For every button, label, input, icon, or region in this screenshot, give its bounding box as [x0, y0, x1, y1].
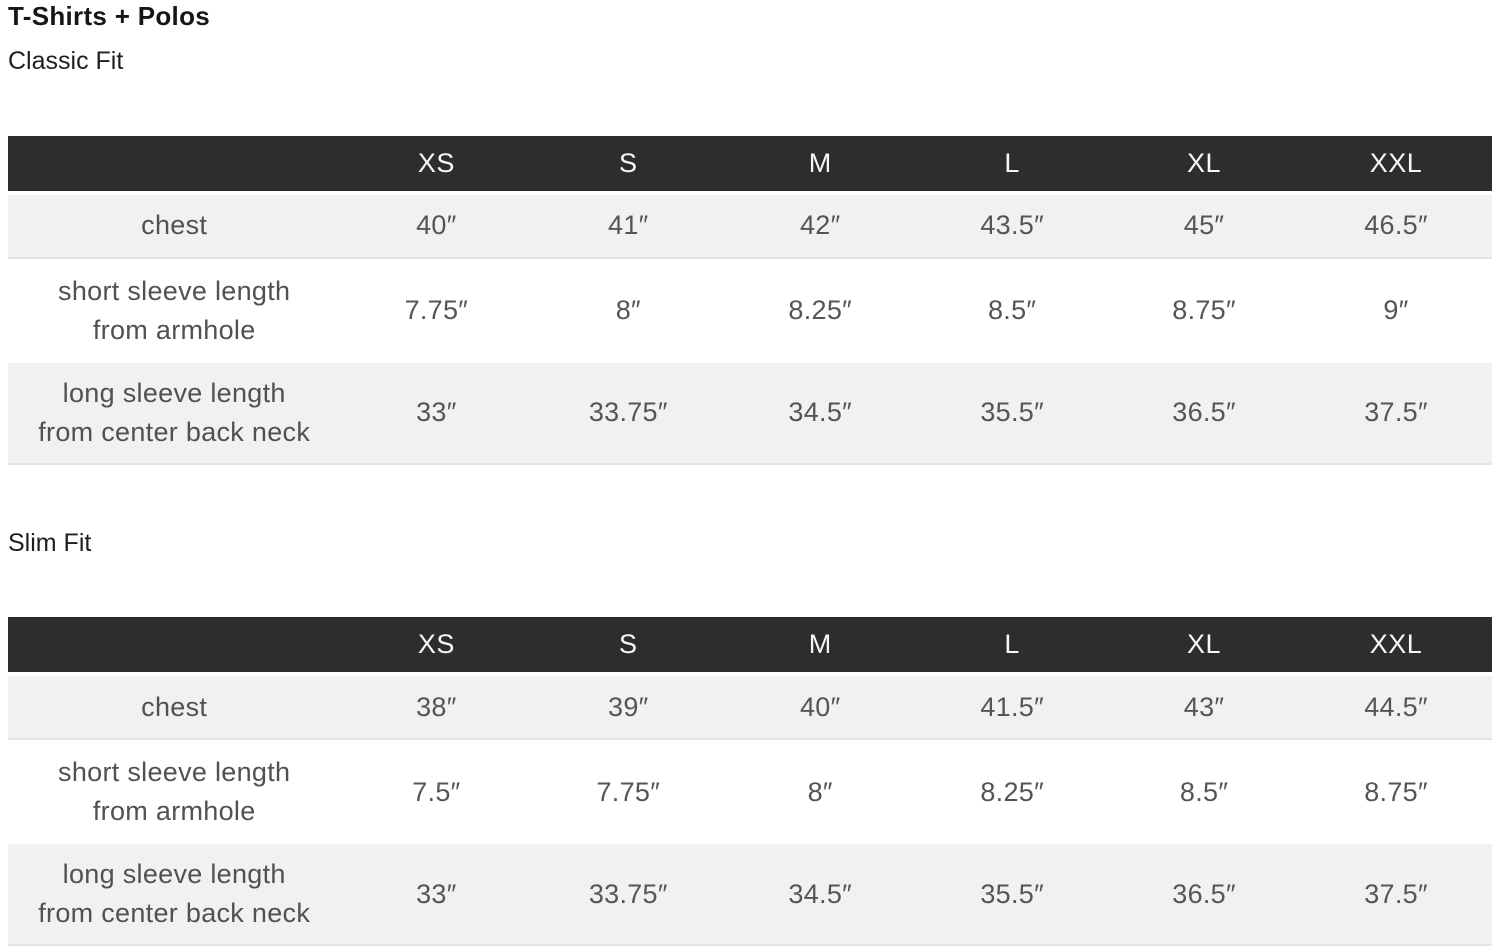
row-label: long sleeve length from center back neck — [8, 362, 341, 465]
size-col-header: XS — [340, 135, 533, 191]
page-title: T-Shirts + Polos — [8, 1, 211, 31]
table-row-chest: chest 38″ 39″ 40″ 41.5″ 43″ 44.5″ — [8, 676, 1492, 741]
measurement-cell: 42″ — [724, 194, 917, 259]
table-row-short-sleeve: short sleeve length from armhole 7.75″ 8… — [8, 262, 1492, 359]
measurement-cell: 8.5″ — [916, 262, 1109, 359]
measurement-cell: 33″ — [340, 844, 533, 947]
size-col-header: M — [724, 617, 917, 673]
measurement-cell: 43″ — [1108, 676, 1301, 741]
size-col-header: XL — [1108, 617, 1301, 673]
corner-cell — [8, 135, 341, 191]
size-col-header: XXL — [1300, 135, 1492, 191]
measurement-cell: 45″ — [1108, 194, 1301, 259]
measurement-cell: 8.75″ — [1300, 744, 1492, 841]
measurement-cell: 33.75″ — [532, 844, 725, 947]
corner-cell — [8, 617, 341, 673]
measurement-cell: 7.75″ — [340, 262, 533, 359]
row-label: short sleeve length from armhole — [8, 262, 341, 359]
size-col-header: M — [724, 135, 917, 191]
table-row-long-sleeve: long sleeve length from center back neck… — [8, 844, 1492, 947]
table-row-long-sleeve: long sleeve length from center back neck… — [8, 362, 1492, 465]
measurement-cell: 46.5″ — [1300, 194, 1492, 259]
measurement-cell: 38″ — [340, 676, 533, 741]
measurement-cell: 39″ — [532, 676, 725, 741]
header-row: XS S M L XL XXL — [8, 617, 1492, 673]
measurement-cell: 37.5″ — [1300, 844, 1492, 947]
measurement-cell: 8″ — [724, 744, 917, 841]
row-label: chest — [8, 194, 341, 259]
row-label: long sleeve length from center back neck — [8, 844, 341, 947]
row-label: chest — [8, 676, 341, 741]
size-table-classic: XS S M L XL XXL chest 40″ 41″ 42″ 43.5″ … — [8, 132, 1492, 469]
size-col-header: L — [916, 617, 1109, 673]
measurement-cell: 8″ — [532, 262, 725, 359]
measurement-cell: 35.5″ — [916, 844, 1109, 947]
row-label: short sleeve length from armhole — [8, 744, 341, 841]
measurement-cell: 34.5″ — [724, 362, 917, 465]
measurement-cell: 8.75″ — [1108, 262, 1301, 359]
measurement-cell: 7.75″ — [532, 744, 725, 841]
fit-heading-classic: Classic Fit — [8, 46, 124, 75]
measurement-cell: 34.5″ — [724, 844, 917, 947]
measurement-cell: 36.5″ — [1108, 844, 1301, 947]
size-col-header: XS — [340, 617, 533, 673]
measurement-cell: 44.5″ — [1300, 676, 1492, 741]
size-col-header: S — [532, 617, 725, 673]
size-col-header: XXL — [1300, 617, 1492, 673]
size-col-header: XL — [1108, 135, 1301, 191]
size-col-header: S — [532, 135, 725, 191]
measurement-cell: 40″ — [724, 676, 917, 741]
measurement-cell: 36.5″ — [1108, 362, 1301, 465]
measurement-cell: 7.5″ — [340, 744, 533, 841]
size-col-header: L — [916, 135, 1109, 191]
measurement-cell: 33.75″ — [532, 362, 725, 465]
measurement-cell: 37.5″ — [1300, 362, 1492, 465]
table-row-short-sleeve: short sleeve length from armhole 7.5″ 7.… — [8, 744, 1492, 841]
measurement-cell: 8.25″ — [916, 744, 1109, 841]
measurement-cell: 8.25″ — [724, 262, 917, 359]
measurement-cell: 9″ — [1300, 262, 1492, 359]
measurement-cell: 41″ — [532, 194, 725, 259]
table-row-chest: chest 40″ 41″ 42″ 43.5″ 45″ 46.5″ — [8, 194, 1492, 259]
measurement-cell: 35.5″ — [916, 362, 1109, 465]
measurement-cell: 40″ — [340, 194, 533, 259]
measurement-cell: 33″ — [340, 362, 533, 465]
fit-heading-slim: Slim Fit — [8, 528, 92, 557]
header-row: XS S M L XL XXL — [8, 135, 1492, 191]
measurement-cell: 43.5″ — [916, 194, 1109, 259]
measurement-cell: 41.5″ — [916, 676, 1109, 741]
size-table-slim: XS S M L XL XXL chest 38″ 39″ 40″ 41.5″ … — [8, 613, 1492, 950]
measurement-cell: 8.5″ — [1108, 744, 1301, 841]
